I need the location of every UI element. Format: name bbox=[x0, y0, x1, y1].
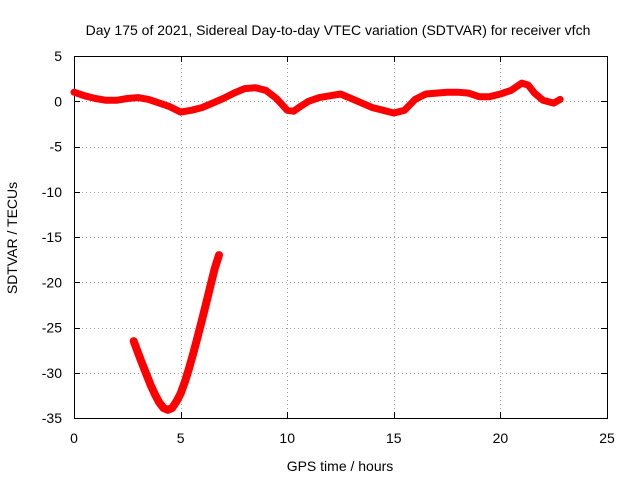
y-tick-label: -5 bbox=[50, 139, 63, 155]
axis-ticks: 0 5 10 15 20 25 5 0 -5 -10 -15 -20 -25 -30 -35 bbox=[42, 48, 615, 446]
x-tick-label: 25 bbox=[599, 430, 615, 446]
series-line-1 bbox=[70, 79, 564, 117]
y-tick-label: -15 bbox=[42, 229, 62, 245]
data-series bbox=[70, 79, 564, 414]
y-tick-label: -20 bbox=[42, 274, 62, 290]
x-tick-label: 20 bbox=[493, 430, 509, 446]
y-tick-label: 0 bbox=[54, 93, 62, 109]
x-tick-label: 0 bbox=[70, 430, 78, 446]
y-tick-label: 5 bbox=[54, 48, 62, 64]
y-tick-label: -35 bbox=[42, 410, 62, 426]
grid-lines bbox=[74, 56, 607, 418]
y-tick-label: -30 bbox=[42, 365, 62, 381]
y-axis-label: SDTVAR / TECUs bbox=[4, 182, 20, 294]
x-tick-label: 15 bbox=[386, 430, 402, 446]
x-tick-label: 5 bbox=[177, 430, 185, 446]
x-tick-label: 10 bbox=[279, 430, 295, 446]
y-tick-label: -10 bbox=[42, 184, 62, 200]
series-line-2 bbox=[129, 251, 223, 414]
x-axis-label: GPS time / hours bbox=[287, 458, 394, 474]
y-tick-label: -25 bbox=[42, 320, 62, 336]
chart-title: Day 175 of 2021, Sidereal Day-to-day VTE… bbox=[86, 22, 591, 38]
